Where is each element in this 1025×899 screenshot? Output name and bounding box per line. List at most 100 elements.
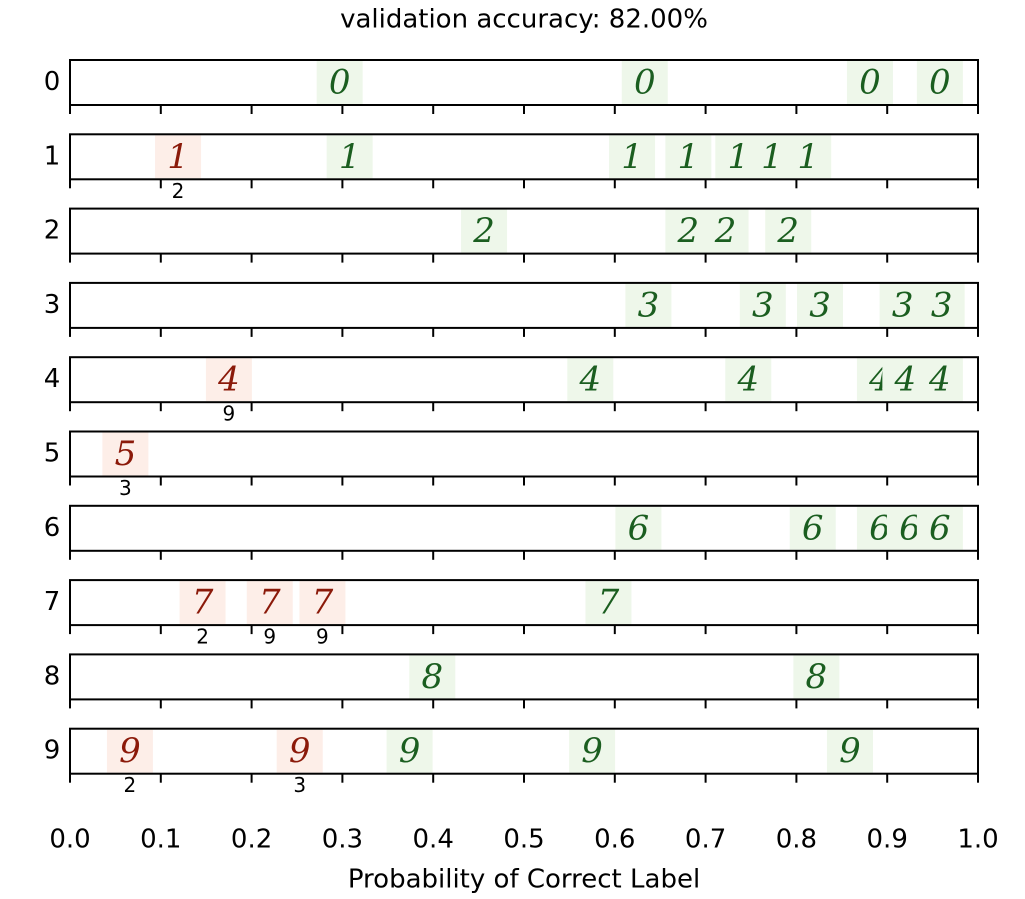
row-label: 3: [44, 290, 61, 320]
digit: 1: [678, 137, 700, 177]
digit: 6: [802, 508, 824, 548]
digit: 9: [399, 731, 421, 771]
digit: 2: [677, 211, 700, 251]
x-tick-label: 0.7: [685, 825, 726, 855]
chart-title: validation accuracy: 82.00%: [340, 5, 708, 35]
digit: 7: [259, 583, 281, 623]
digit-background: [879, 283, 926, 327]
predicted-label: 2: [124, 773, 137, 797]
predicted-label: 9: [263, 625, 276, 649]
digit: 2: [472, 211, 495, 251]
digit: 3: [892, 285, 914, 325]
digit: 4: [894, 360, 917, 400]
digit-background: [846, 61, 893, 104]
x-tick-label: 0.0: [49, 825, 90, 855]
x-tick-label: 0.3: [322, 825, 363, 855]
digit-background: [316, 61, 363, 104]
digit: 4: [736, 360, 759, 400]
predicted-label: 2: [196, 625, 209, 649]
digit-background: [785, 135, 832, 179]
digit-background: [702, 209, 749, 253]
digit: 0: [929, 63, 951, 103]
digit-background: [916, 61, 963, 104]
digit-background: [386, 729, 433, 773]
digit-background: [246, 581, 293, 625]
digit: 7: [192, 583, 214, 623]
digit-background: [615, 506, 662, 550]
digit-background: [609, 135, 656, 179]
digit-background: [155, 135, 202, 179]
digit: 1: [761, 137, 783, 177]
digit: 1: [339, 137, 361, 177]
digit-background: [797, 283, 844, 327]
digit: 0: [859, 63, 881, 103]
predicted-label: 9: [223, 402, 236, 426]
row-label: 9: [44, 736, 61, 766]
digit-background: [826, 729, 873, 773]
row-frame: [69, 653, 979, 701]
digit: 3: [931, 285, 953, 325]
digit: 3: [809, 285, 831, 325]
digit-background: [918, 283, 965, 327]
x-tick-label: 0.2: [231, 825, 272, 855]
digit-background: [569, 729, 616, 773]
row-frame: [69, 59, 979, 106]
digit-background: [739, 283, 786, 327]
predicted-label: 9: [316, 625, 329, 649]
digit: 6: [628, 508, 650, 548]
predicted-label: 3: [119, 476, 132, 500]
digit-background: [793, 655, 840, 699]
row-label: 7: [44, 587, 61, 617]
row-frame: [69, 430, 979, 478]
x-tick-label: 0.5: [503, 825, 544, 855]
digit: 3: [752, 285, 774, 325]
row-label: 5: [44, 439, 61, 469]
digit: 7: [598, 583, 620, 623]
digit: 2: [776, 211, 799, 251]
row-label: 8: [44, 661, 61, 691]
digit-background: [665, 135, 712, 179]
digit-background: [916, 506, 963, 550]
digit: 9: [289, 731, 311, 771]
digit-background: [567, 358, 614, 402]
digit: 7: [312, 583, 334, 623]
row-label: 6: [44, 513, 61, 543]
digit: 1: [167, 137, 189, 177]
digit: 1: [797, 137, 819, 177]
digit: 4: [928, 360, 951, 400]
digit-background: [621, 61, 668, 104]
row-label: 1: [44, 141, 61, 171]
digit: 9: [839, 731, 861, 771]
digit-background: [179, 581, 226, 625]
digit-background: [725, 358, 772, 402]
digit-background: [299, 581, 346, 625]
x-tick-label: 0.4: [413, 825, 454, 855]
x-tick-label: 0.6: [594, 825, 635, 855]
digit: 5: [115, 434, 137, 474]
row-label: 4: [44, 364, 61, 394]
digit: 6: [869, 508, 891, 548]
digit: 3: [638, 285, 660, 325]
digit: 6: [899, 508, 921, 548]
digit: 1: [621, 137, 643, 177]
row-frame: [69, 207, 979, 255]
digit-background: [625, 283, 672, 327]
digit: 8: [421, 657, 443, 697]
digit-background: [765, 209, 812, 253]
digit: 9: [581, 731, 603, 771]
digit: 0: [634, 63, 656, 103]
x-tick-label: 0.8: [776, 825, 817, 855]
x-axis-label: Probability of Correct Label: [348, 865, 700, 895]
digit-background: [326, 135, 373, 179]
digit-background: [409, 655, 456, 699]
digit-background: [276, 729, 323, 773]
row-label: 2: [44, 216, 61, 246]
row-frame: [69, 504, 979, 552]
x-tick-label: 1.0: [957, 825, 998, 855]
digit-background: [461, 209, 508, 253]
digit: 6: [929, 508, 951, 548]
digit: 0: [329, 63, 351, 103]
digit: 8: [806, 657, 828, 697]
digit-background: [205, 358, 252, 402]
